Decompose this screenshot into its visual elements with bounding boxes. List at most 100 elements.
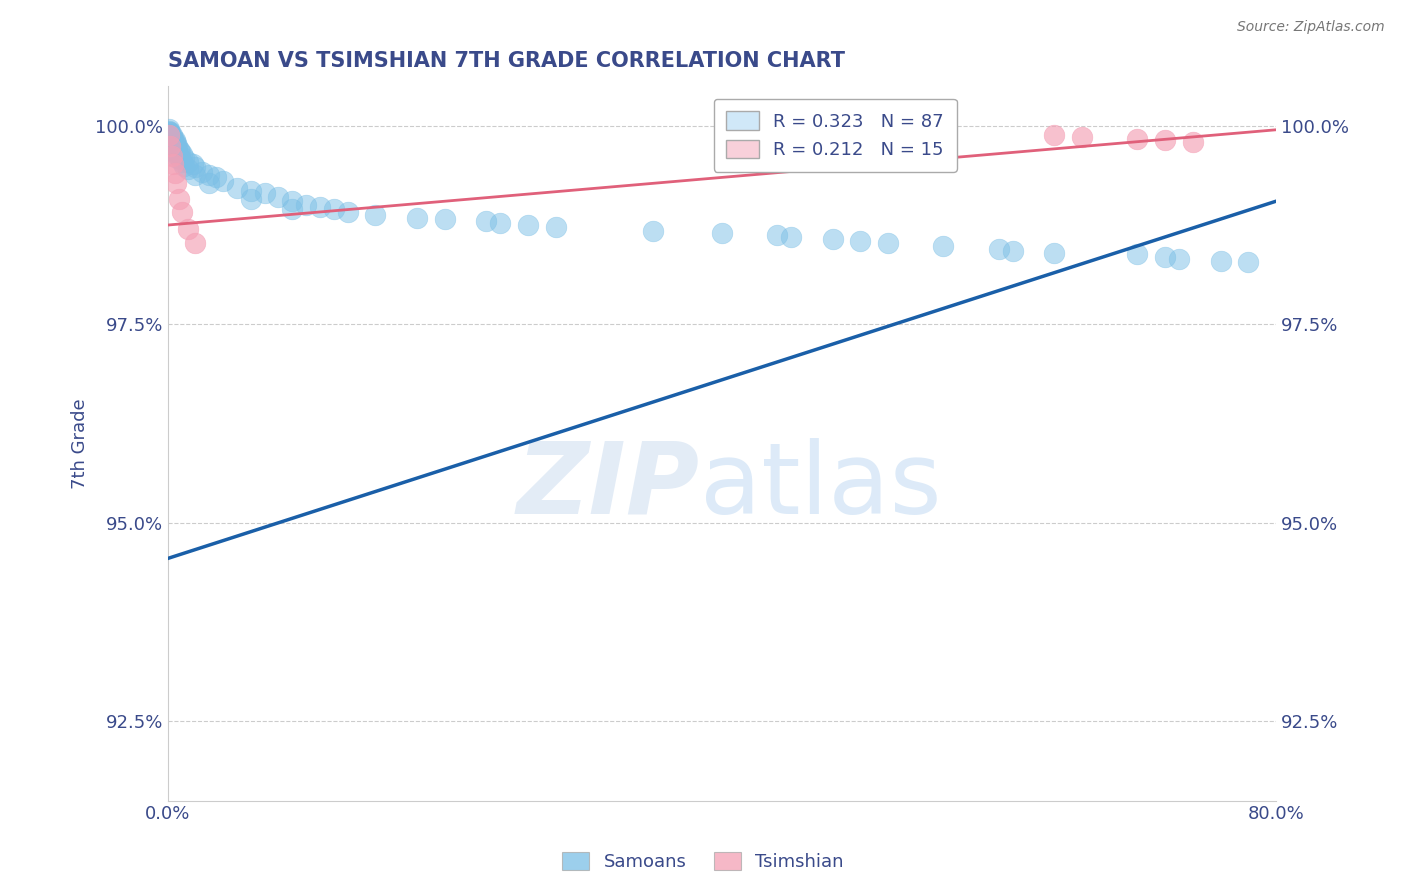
Point xyxy=(157,136,180,151)
Point xyxy=(166,151,188,165)
Point xyxy=(157,133,180,147)
Point xyxy=(157,130,180,145)
Point xyxy=(1237,255,1260,269)
Point xyxy=(198,168,221,182)
Text: SAMOAN VS TSIMSHIAN 7TH GRADE CORRELATION CHART: SAMOAN VS TSIMSHIAN 7TH GRADE CORRELATIO… xyxy=(167,51,845,70)
Point xyxy=(253,186,276,201)
Point xyxy=(766,228,789,243)
Point xyxy=(184,168,207,182)
Point xyxy=(159,127,181,141)
Point xyxy=(157,127,180,141)
Point xyxy=(1043,128,1066,143)
Point xyxy=(322,202,344,217)
Point xyxy=(821,231,844,245)
Point xyxy=(159,128,181,143)
Point xyxy=(198,176,221,190)
Point xyxy=(987,242,1010,256)
Point xyxy=(489,216,512,230)
Legend: Samoans, Tsimshian: Samoans, Tsimshian xyxy=(555,846,851,879)
Text: ZIP: ZIP xyxy=(516,438,700,534)
Point xyxy=(160,143,183,157)
Point xyxy=(157,122,180,136)
Point xyxy=(205,170,228,185)
Point xyxy=(295,198,318,212)
Point xyxy=(170,154,193,169)
Point xyxy=(336,204,359,219)
Point xyxy=(364,208,387,222)
Point xyxy=(167,192,190,206)
Point xyxy=(157,125,180,139)
Point xyxy=(177,162,200,177)
Point xyxy=(165,141,187,155)
Point xyxy=(1168,252,1191,267)
Point xyxy=(167,143,190,157)
Point xyxy=(932,239,955,253)
Legend: R = 0.323   N = 87, R = 0.212   N = 15: R = 0.323 N = 87, R = 0.212 N = 15 xyxy=(714,99,956,172)
Point xyxy=(163,141,186,155)
Point xyxy=(159,138,181,153)
Point xyxy=(267,190,290,204)
Point xyxy=(281,194,304,209)
Point xyxy=(641,224,664,238)
Point xyxy=(177,222,200,236)
Point xyxy=(160,135,183,149)
Point xyxy=(226,180,249,194)
Point xyxy=(166,145,188,159)
Point xyxy=(433,212,456,227)
Point xyxy=(157,138,180,153)
Point xyxy=(877,236,900,251)
Point xyxy=(239,192,262,206)
Point xyxy=(1154,133,1177,147)
Point xyxy=(165,176,187,190)
Point xyxy=(184,160,207,174)
Point xyxy=(1043,245,1066,260)
Point xyxy=(160,130,183,145)
Point xyxy=(191,165,214,179)
Point xyxy=(170,204,193,219)
Point xyxy=(162,130,184,145)
Point xyxy=(162,157,184,171)
Point xyxy=(165,146,187,161)
Point xyxy=(184,236,207,251)
Point xyxy=(159,136,181,151)
Point xyxy=(281,202,304,217)
Point xyxy=(163,133,186,147)
Point xyxy=(159,130,181,145)
Point xyxy=(1071,130,1094,145)
Point xyxy=(162,135,184,149)
Point xyxy=(1001,244,1024,259)
Text: Source: ZipAtlas.com: Source: ZipAtlas.com xyxy=(1237,20,1385,34)
Point xyxy=(1181,135,1204,149)
Point xyxy=(159,125,181,139)
Y-axis label: 7th Grade: 7th Grade xyxy=(72,398,89,489)
Point xyxy=(160,149,183,163)
Point xyxy=(1154,250,1177,264)
Point xyxy=(166,138,188,153)
Point xyxy=(212,174,235,188)
Point xyxy=(163,166,186,180)
Point xyxy=(780,230,803,244)
Point xyxy=(160,128,183,143)
Point xyxy=(169,145,191,159)
Point xyxy=(162,138,184,153)
Text: atlas: atlas xyxy=(700,438,941,534)
Point xyxy=(157,128,180,143)
Point xyxy=(177,154,200,169)
Point xyxy=(181,157,204,171)
Point xyxy=(710,226,733,240)
Point xyxy=(163,136,186,151)
Point xyxy=(309,200,332,214)
Point xyxy=(160,138,183,153)
Point xyxy=(159,133,181,147)
Point xyxy=(239,184,262,198)
Point xyxy=(406,211,429,225)
Point xyxy=(159,138,181,153)
Point xyxy=(165,136,187,151)
Point xyxy=(169,152,191,166)
Point xyxy=(1126,247,1149,261)
Point xyxy=(170,146,193,161)
Point xyxy=(544,220,567,235)
Point xyxy=(167,149,190,163)
Point xyxy=(173,159,195,173)
Point xyxy=(1209,253,1232,268)
